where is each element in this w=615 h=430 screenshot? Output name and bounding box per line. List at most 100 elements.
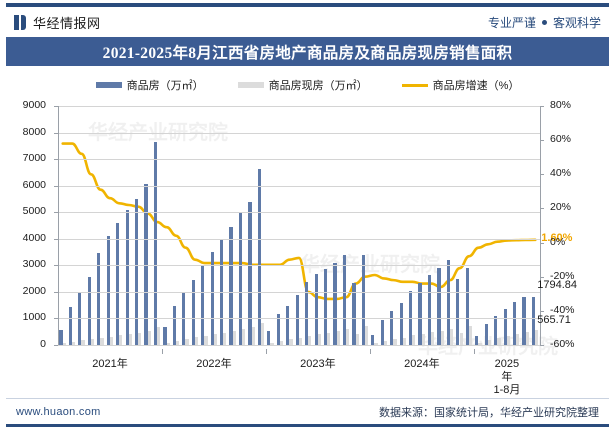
bar-commodity-housing[interactable] (191, 280, 195, 345)
bar-commodity-housing[interactable] (305, 281, 309, 345)
bar-existing-housing[interactable] (374, 343, 378, 345)
bar-existing-housing[interactable] (175, 340, 180, 345)
bar-existing-housing[interactable] (383, 341, 388, 345)
bar-existing-housing[interactable] (81, 340, 85, 345)
bar-commodity-housing[interactable] (87, 277, 91, 345)
bar-existing-housing[interactable] (421, 333, 425, 345)
bar-existing-housing[interactable] (468, 325, 473, 345)
bar-existing-housing[interactable] (346, 329, 350, 345)
bar-commodity-housing[interactable] (522, 297, 526, 345)
bar-commodity-housing[interactable] (172, 305, 176, 345)
legend-item-growth-rate[interactable]: 商品房增速（%） (401, 77, 519, 93)
bar-commodity-housing[interactable] (97, 252, 101, 345)
bar-existing-housing[interactable] (100, 337, 104, 345)
bar-commodity-housing[interactable] (116, 223, 120, 345)
bar-commodity-housing[interactable] (276, 314, 280, 345)
bar-commodity-housing[interactable] (437, 268, 441, 345)
bar-commodity-housing[interactable] (229, 226, 233, 345)
bar-existing-housing[interactable] (232, 330, 236, 345)
bar-existing-housing[interactable] (251, 327, 255, 345)
bar-existing-housing[interactable] (459, 333, 463, 345)
bar-commodity-housing[interactable] (512, 302, 517, 345)
bar-existing-housing[interactable] (317, 334, 321, 345)
bar-existing-housing[interactable] (440, 330, 444, 345)
bar-existing-housing[interactable] (166, 342, 170, 345)
bar-existing-housing[interactable] (194, 337, 199, 345)
bar-existing-housing[interactable] (204, 335, 208, 345)
bar-existing-housing[interactable] (450, 328, 454, 345)
bar-commodity-housing[interactable] (248, 202, 252, 345)
bar-existing-housing[interactable] (308, 335, 312, 345)
bar-existing-housing[interactable] (355, 333, 359, 345)
bar-existing-housing[interactable] (535, 329, 539, 345)
bar-existing-housing[interactable] (364, 326, 369, 345)
bar-existing-housing[interactable] (270, 343, 274, 345)
footer-site-link[interactable]: www.huaon.com (16, 406, 101, 418)
bar-commodity-housing[interactable] (484, 323, 488, 345)
bar-commodity-housing[interactable] (494, 316, 498, 345)
bar-existing-housing[interactable] (185, 338, 189, 345)
bar-existing-housing[interactable] (393, 339, 397, 345)
bar-existing-housing[interactable] (223, 332, 227, 345)
bar-commodity-housing[interactable] (106, 236, 110, 345)
bar-commodity-housing[interactable] (163, 326, 167, 345)
bar-commodity-housing[interactable] (465, 268, 469, 345)
bar-commodity-housing[interactable] (333, 262, 337, 345)
bar-commodity-housing[interactable] (380, 320, 384, 345)
bar-existing-housing[interactable] (213, 334, 217, 345)
bar-commodity-housing[interactable] (144, 183, 148, 345)
bar-existing-housing[interactable] (138, 332, 142, 345)
bar-commodity-housing[interactable] (456, 279, 460, 345)
bar-existing-housing[interactable] (109, 336, 114, 345)
bar-existing-housing[interactable] (90, 339, 95, 345)
bar-existing-housing[interactable] (261, 322, 265, 345)
bar-commodity-housing[interactable] (418, 282, 422, 345)
bar-existing-housing[interactable] (516, 333, 520, 345)
bar-commodity-housing[interactable] (267, 331, 271, 345)
bar-commodity-housing[interactable] (371, 334, 375, 345)
bar-commodity-housing[interactable] (295, 295, 299, 345)
bar-commodity-housing[interactable] (125, 209, 129, 345)
bar-existing-housing[interactable] (119, 335, 123, 345)
bar-commodity-housing[interactable] (134, 198, 139, 345)
bar-commodity-housing[interactable] (59, 330, 63, 345)
bar-commodity-housing[interactable] (446, 259, 451, 345)
bar-existing-housing[interactable] (412, 335, 416, 345)
bar-existing-housing[interactable] (506, 336, 510, 345)
bar-commodity-housing[interactable] (201, 264, 205, 345)
bar-commodity-housing[interactable] (427, 275, 432, 345)
bar-commodity-housing[interactable] (342, 254, 347, 345)
legend-item-existing-housing[interactable]: 商品房现房（万㎡） (237, 77, 368, 93)
bar-existing-housing[interactable] (242, 329, 246, 345)
bar-commodity-housing[interactable] (531, 297, 536, 345)
bar-commodity-housing[interactable] (352, 282, 356, 345)
bar-existing-housing[interactable] (431, 332, 435, 345)
bar-commodity-housing[interactable] (314, 274, 318, 345)
bar-commodity-housing[interactable] (286, 305, 290, 345)
bar-commodity-housing[interactable] (503, 309, 507, 345)
bar-existing-housing[interactable] (478, 342, 482, 345)
bar-existing-housing[interactable] (72, 341, 76, 345)
bar-existing-housing[interactable] (128, 333, 132, 345)
bar-commodity-housing[interactable] (399, 302, 403, 345)
bar-existing-housing[interactable] (157, 326, 161, 345)
bar-commodity-housing[interactable] (361, 255, 365, 345)
bar-existing-housing[interactable] (487, 340, 492, 345)
bar-commodity-housing[interactable] (153, 141, 158, 345)
bar-existing-housing[interactable] (497, 338, 501, 345)
bar-existing-housing[interactable] (298, 337, 303, 345)
bar-commodity-housing[interactable] (475, 335, 479, 345)
bar-existing-housing[interactable] (525, 331, 529, 345)
bar-existing-housing[interactable] (327, 332, 331, 345)
bar-existing-housing[interactable] (402, 337, 406, 345)
bar-commodity-housing[interactable] (390, 311, 394, 345)
bar-existing-housing[interactable] (62, 343, 66, 345)
bar-commodity-housing[interactable] (210, 251, 214, 345)
bar-commodity-housing[interactable] (323, 268, 328, 345)
bar-commodity-housing[interactable] (409, 290, 413, 345)
bar-existing-housing[interactable] (147, 331, 151, 345)
bar-existing-housing[interactable] (336, 330, 340, 345)
bar-commodity-housing[interactable] (68, 307, 72, 345)
bar-commodity-housing[interactable] (257, 168, 262, 345)
bar-existing-housing[interactable] (289, 339, 293, 345)
